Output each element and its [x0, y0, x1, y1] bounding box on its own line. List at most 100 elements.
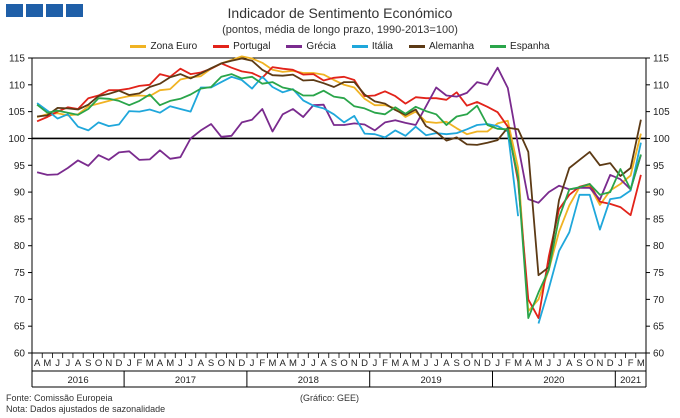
month-label: S: [331, 358, 337, 369]
y-tick-label-right: 75: [653, 268, 665, 279]
chart-title: Indicador de Sentimento Económico: [227, 5, 453, 21]
year-label: 2016: [67, 375, 88, 386]
month-label: J: [65, 358, 70, 369]
month-label: N: [351, 358, 358, 369]
y-tick-label-left: 90: [14, 188, 26, 199]
month-label: A: [402, 358, 409, 369]
y-tick-label-right: 85: [653, 214, 665, 225]
month-label: D: [238, 358, 245, 369]
legend-entry: Grécia: [286, 41, 336, 52]
y-tick-label-left: 95: [14, 161, 26, 172]
legend-entry: Zona Euro: [130, 41, 197, 52]
legend-label: Alemanha: [429, 41, 475, 52]
logo-block: [6, 4, 23, 17]
y-tick-label-right: 110: [653, 80, 669, 91]
year-label: 2021: [620, 375, 641, 386]
month-label: O: [586, 358, 593, 369]
month-label: M: [514, 358, 522, 369]
legend-label: Espanha: [510, 41, 550, 52]
y-tick-label-right: 80: [653, 241, 665, 252]
month-label: F: [628, 358, 634, 369]
logo-block: [66, 4, 83, 17]
month-label: S: [454, 358, 460, 369]
month-label: N: [597, 358, 604, 369]
y-tick-label-right: 105: [653, 107, 670, 118]
month-label: A: [566, 358, 573, 369]
y-tick-label-left: 80: [14, 241, 26, 252]
month-label: J: [495, 358, 500, 369]
y-tick-label-right: 70: [653, 295, 665, 306]
month-label: A: [443, 358, 450, 369]
series-line-espanha: [36, 73, 642, 319]
month-label: F: [382, 358, 388, 369]
month-label: D: [484, 358, 491, 369]
month-label: O: [95, 358, 102, 369]
y-tick-label-left: 100: [8, 134, 25, 145]
month-label: J: [188, 358, 193, 369]
month-label: J: [557, 358, 562, 369]
legend-label: Portugal: [233, 41, 271, 52]
month-label: M: [146, 358, 154, 369]
y-tick-label-right: 65: [653, 322, 665, 333]
month-label: J: [250, 358, 255, 369]
month-label: F: [259, 358, 265, 369]
month-label: A: [280, 358, 287, 369]
month-label: J: [301, 358, 306, 369]
legend-entry: Portugal: [213, 41, 270, 52]
month-label: M: [391, 358, 399, 369]
logo-block: [26, 4, 43, 17]
month-label: O: [340, 358, 347, 369]
month-label: D: [607, 358, 614, 369]
y-tick-label-left: 65: [14, 322, 26, 333]
legend-label: Itália: [371, 41, 393, 52]
month-label: A: [157, 358, 164, 369]
year-label: 2017: [175, 375, 196, 386]
y-tick-label-left: 85: [14, 214, 26, 225]
month-label: J: [127, 358, 132, 369]
series-line-grécia: [36, 66, 642, 204]
month-label: A: [34, 358, 41, 369]
legend-swatch: [213, 45, 230, 48]
month-label: A: [320, 358, 327, 369]
month-label: A: [198, 358, 205, 369]
month-label: F: [505, 358, 511, 369]
adjustment-note: Nota: Dados ajustados de sazonalidade: [6, 404, 166, 414]
year-label: 2018: [298, 375, 319, 386]
month-label: S: [208, 358, 214, 369]
month-label: J: [434, 358, 439, 369]
month-label: M: [412, 358, 420, 369]
month-label: M: [166, 358, 174, 369]
year-label: 2020: [543, 375, 564, 386]
month-label: J: [178, 358, 183, 369]
month-label: A: [75, 358, 82, 369]
series-line-alemanha: [37, 57, 642, 277]
y-tick-label-right: 90: [653, 188, 665, 199]
month-label: M: [289, 358, 297, 369]
chart-subtitle: (pontos, média de longo prazo, 1990-2013…: [222, 24, 458, 36]
month-label: N: [474, 358, 481, 369]
y-tick-label-right: 60: [653, 349, 665, 360]
y-tick-label-left: 110: [9, 80, 25, 91]
series-line-zona-euro: [36, 55, 642, 313]
month-label: D: [116, 358, 123, 369]
y-tick-label-right: 100: [653, 134, 670, 145]
month-label: J: [311, 358, 316, 369]
month-label: M: [535, 358, 543, 369]
month-label: M: [637, 358, 645, 369]
month-label: J: [546, 358, 551, 369]
legend-swatch: [286, 45, 303, 48]
month-label: S: [85, 358, 91, 369]
month-label: A: [525, 358, 532, 369]
month-label: J: [424, 358, 429, 369]
gee-logo: [6, 4, 83, 17]
y-tick-label-left: 70: [14, 295, 26, 306]
month-label: O: [463, 358, 470, 369]
legend-entry: Espanha: [490, 41, 550, 52]
month-label: F: [137, 358, 143, 369]
series-line-itália: [36, 75, 642, 324]
legend-entry: Alemanha: [409, 41, 474, 52]
legend-label: Grécia: [306, 41, 336, 52]
series-line-portugal: [36, 62, 642, 319]
source-note: Fonte: Comissão Europeia: [6, 393, 113, 403]
